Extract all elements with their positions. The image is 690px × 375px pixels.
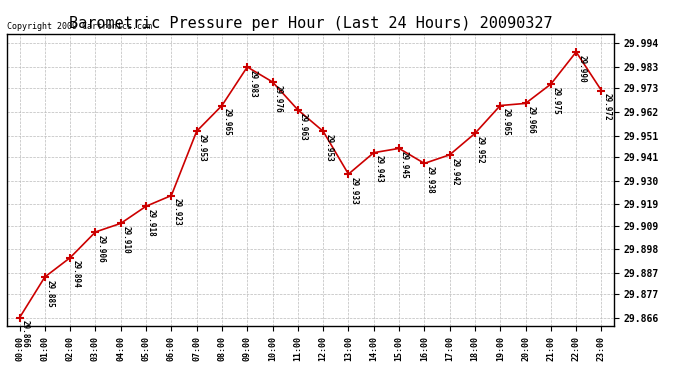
Text: 29.965: 29.965 [502, 108, 511, 136]
Text: 29.965: 29.965 [223, 108, 232, 136]
Text: 29.963: 29.963 [299, 112, 308, 140]
Text: 29.945: 29.945 [400, 151, 409, 179]
Text: 29.952: 29.952 [476, 136, 485, 164]
Text: 29.976: 29.976 [274, 85, 283, 112]
Text: 29.990: 29.990 [578, 55, 586, 82]
Text: 29.906: 29.906 [97, 235, 106, 262]
Text: 29.910: 29.910 [122, 226, 131, 254]
Text: 29.966: 29.966 [526, 106, 535, 134]
Text: 29.942: 29.942 [451, 158, 460, 185]
Text: 29.894: 29.894 [71, 261, 80, 288]
Text: 29.923: 29.923 [172, 198, 181, 226]
Title: Barometric Pressure per Hour (Last 24 Hours) 20090327: Barometric Pressure per Hour (Last 24 Ho… [69, 16, 552, 31]
Text: 29.972: 29.972 [602, 93, 611, 121]
Text: 29.983: 29.983 [248, 70, 257, 98]
Text: 29.933: 29.933 [350, 177, 359, 205]
Text: 29.938: 29.938 [426, 166, 435, 194]
Text: Copyright 2009 Cartronics.com: Copyright 2009 Cartronics.com [7, 22, 152, 31]
Text: 29.975: 29.975 [552, 87, 561, 115]
Text: 29.953: 29.953 [198, 134, 207, 162]
Text: 29.943: 29.943 [375, 156, 384, 183]
Text: 29.953: 29.953 [324, 134, 333, 162]
Text: 29.918: 29.918 [147, 209, 156, 237]
Text: 29.866: 29.866 [21, 321, 30, 348]
Text: 29.885: 29.885 [46, 280, 55, 308]
